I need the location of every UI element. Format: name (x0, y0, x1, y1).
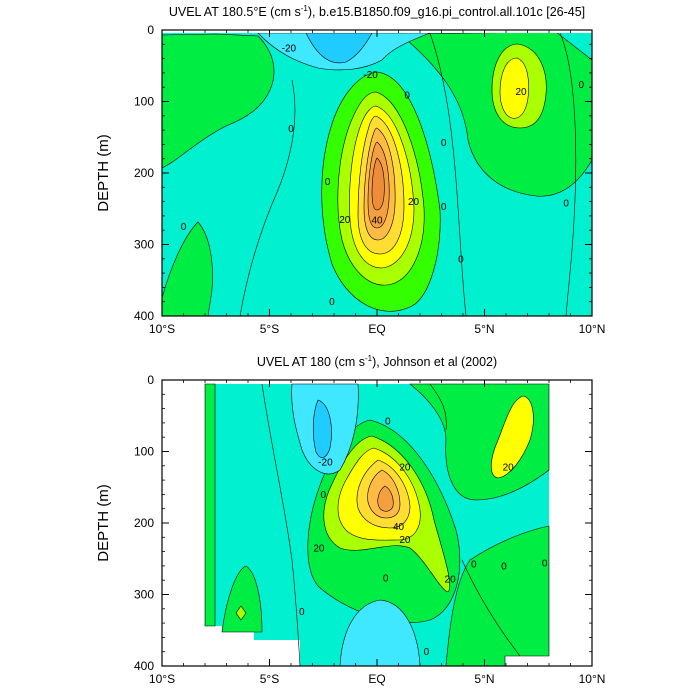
contour-label: 0 (458, 254, 464, 265)
contour-label: 0 (563, 199, 569, 210)
x-tick-label: 10°N (579, 322, 606, 336)
contour-label: 20 (399, 535, 411, 546)
y-tick-label: 300 (134, 238, 154, 252)
x-tick-label: 5°N (474, 322, 494, 336)
y-tick-label: 100 (134, 95, 154, 109)
obs-contour-line-b (429, 383, 447, 431)
contour-label: 0 (181, 222, 187, 233)
obs-east-lobe-20 (490, 395, 534, 479)
obs-west-band (204, 383, 216, 627)
contour-label: 20 (399, 463, 411, 474)
contour-line-b (559, 32, 577, 316)
obs-east-deep (445, 525, 550, 666)
contour-label: 0 (424, 647, 430, 658)
panel-model-contour-labels: 0 0 -20 -20 0 0 40 20 20 0 0 0 0 20 0 0 (181, 43, 585, 308)
contour-label: 0 (329, 297, 335, 308)
contour-label: 20 (515, 87, 527, 98)
contour-label: -20 (282, 43, 297, 54)
panel-model-title: UVEL AT 180.5°E (cm s-1), b.e15.B1850.f0… (169, 4, 585, 19)
panel-obs-field (162, 380, 592, 666)
contour-label: 0 (404, 91, 410, 102)
neg-contour-20 (305, 32, 373, 64)
x-tick-label: 5°N (474, 672, 494, 686)
contour-label: -20 (318, 458, 333, 469)
y-tick-label: 300 (134, 588, 154, 602)
y-tick-label: 200 (134, 166, 154, 180)
x-tick-label: 10°S (149, 672, 175, 686)
y-tick-label: 0 (147, 23, 154, 37)
y-tick-label: 200 (134, 516, 154, 530)
x-tick-label: EQ (368, 672, 385, 686)
contour-label: 0 (501, 561, 507, 572)
x-tick-label: 10°S (149, 322, 175, 336)
obs-neg-contour-20 (312, 399, 332, 458)
x-tick-label: 5°S (260, 322, 279, 336)
y-tick-label: 100 (134, 445, 154, 459)
panel-obs: UVEL AT 180 (cm s-1), Johnson et al (200… (95, 354, 605, 686)
obs-contour-line-a (261, 383, 301, 666)
y-tick-label: 400 (134, 309, 154, 323)
x-tick-label: EQ (368, 322, 385, 336)
obs-contour-line-c (461, 559, 521, 657)
contour-label: 20 (445, 574, 457, 585)
contour-label: 40 (393, 522, 405, 533)
panel-model-ylabel: DEPTH (m) (95, 134, 112, 212)
contour-label: 0 (441, 138, 447, 149)
contour-label: 0 (441, 202, 447, 213)
contour-line-c (239, 79, 296, 316)
contour-label: 0 (542, 559, 548, 570)
x-tick-label: 10°N (579, 672, 606, 686)
contour-label: 40 (371, 216, 383, 227)
obs-deep-neg (339, 599, 421, 666)
contour-label: 20 (503, 463, 515, 474)
contour-label: 20 (408, 197, 420, 208)
contour-label: -20 (363, 70, 378, 81)
jet-contour-70 (371, 157, 385, 211)
y-tick-label: 0 (147, 373, 154, 387)
contour-label: 0 (383, 574, 389, 585)
y-tick-label: 400 (134, 659, 154, 673)
contour-label: 0 (471, 559, 477, 570)
contour-label: 0 (325, 177, 331, 188)
east-contour-20 (499, 57, 529, 119)
obs-sw-positive (221, 565, 263, 633)
contour-label: 20 (313, 544, 325, 555)
positive-band-west (162, 33, 275, 169)
contour-label: 0 (320, 490, 326, 501)
panel-obs-contour-labels: 0 -20 20 20 40 20 20 0 0 0 0 0 0 0 20 (299, 416, 548, 658)
positive-band-southwest (162, 221, 213, 316)
panel-model: UVEL AT 180.5°E (cm s-1), b.e15.B1850.f0… (95, 4, 605, 336)
x-tick-label: 5°S (260, 672, 279, 686)
contour-label: 20 (339, 215, 351, 226)
obs-jet-contour-60 (377, 485, 394, 512)
panel-obs-ylabel: DEPTH (m) (95, 484, 112, 562)
contour-label: 0 (288, 124, 294, 135)
contour-label: 0 (578, 80, 584, 91)
panel-obs-title: UVEL AT 180 (cm s-1), Johnson et al (200… (257, 354, 497, 369)
contour-label: 0 (385, 416, 391, 427)
contour-line-a (429, 32, 467, 316)
contour-label: 0 (299, 607, 305, 618)
obs-sw-small-max (235, 605, 247, 621)
